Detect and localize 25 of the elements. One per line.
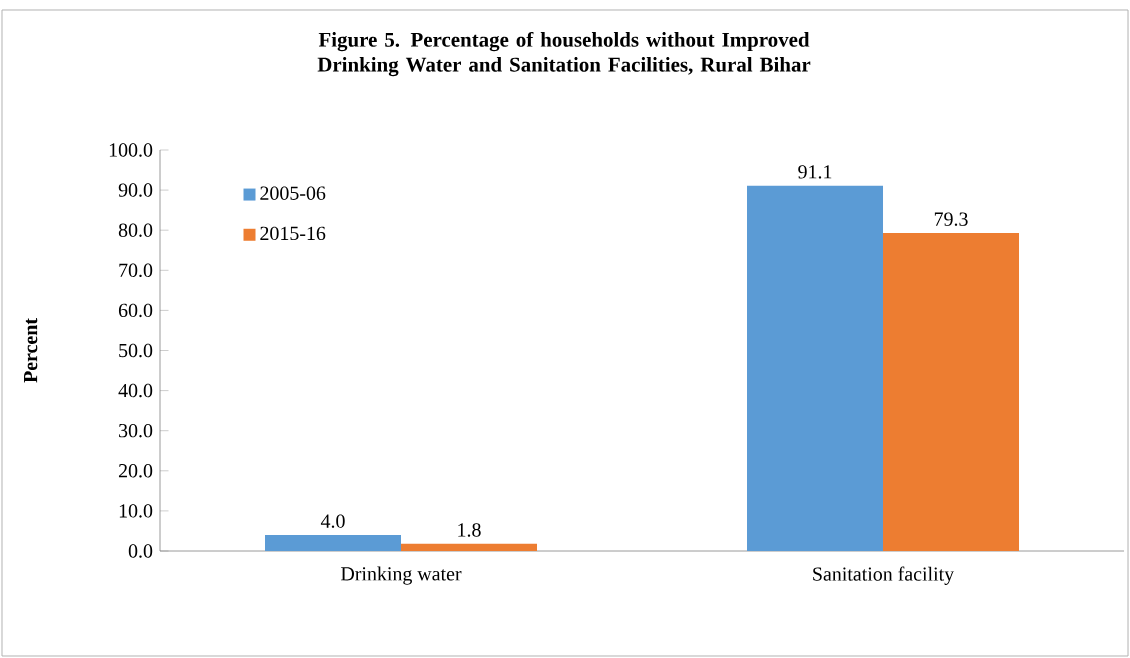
legend-label: 2005-06 [260, 186, 326, 200]
bar [401, 543, 538, 551]
y-tick-label: 0.0 [128, 544, 153, 558]
bar [883, 233, 1020, 551]
y-tick-label: 30.0 [119, 423, 153, 438]
y-tick-label: 90.0 [118, 183, 153, 197]
x-tick-label: Drinking water [340, 566, 462, 585]
bar [265, 534, 401, 551]
y-tick-label: 10.0 [119, 504, 153, 518]
data-label: 91.1 [798, 165, 832, 179]
y-axis-title: Percent [24, 318, 38, 383]
y-tick-label: 100.0 [109, 143, 153, 157]
y-tick-label: 60.0 [118, 303, 153, 318]
data-label: 79.3 [934, 212, 968, 226]
chart-title: Figure 5. Percentage of households without Improved Drinking Water and Sanitation Facilities, Rural Bihar [317, 31, 811, 77]
x-tick-label: Sanitation facility [813, 566, 955, 585]
data-label: 1.8 [458, 523, 481, 537]
bar [747, 185, 884, 551]
data-label: 4.0 [320, 514, 345, 528]
legend-label: 2015-16 [260, 226, 326, 241]
y-tick-label: 40.0 [118, 383, 153, 398]
y-tick-label: 50.0 [119, 343, 153, 358]
y-tick-label: 70.0 [119, 263, 153, 278]
y-tick-label: 80.0 [118, 223, 153, 237]
y-tick-label: 20.0 [118, 464, 153, 478]
